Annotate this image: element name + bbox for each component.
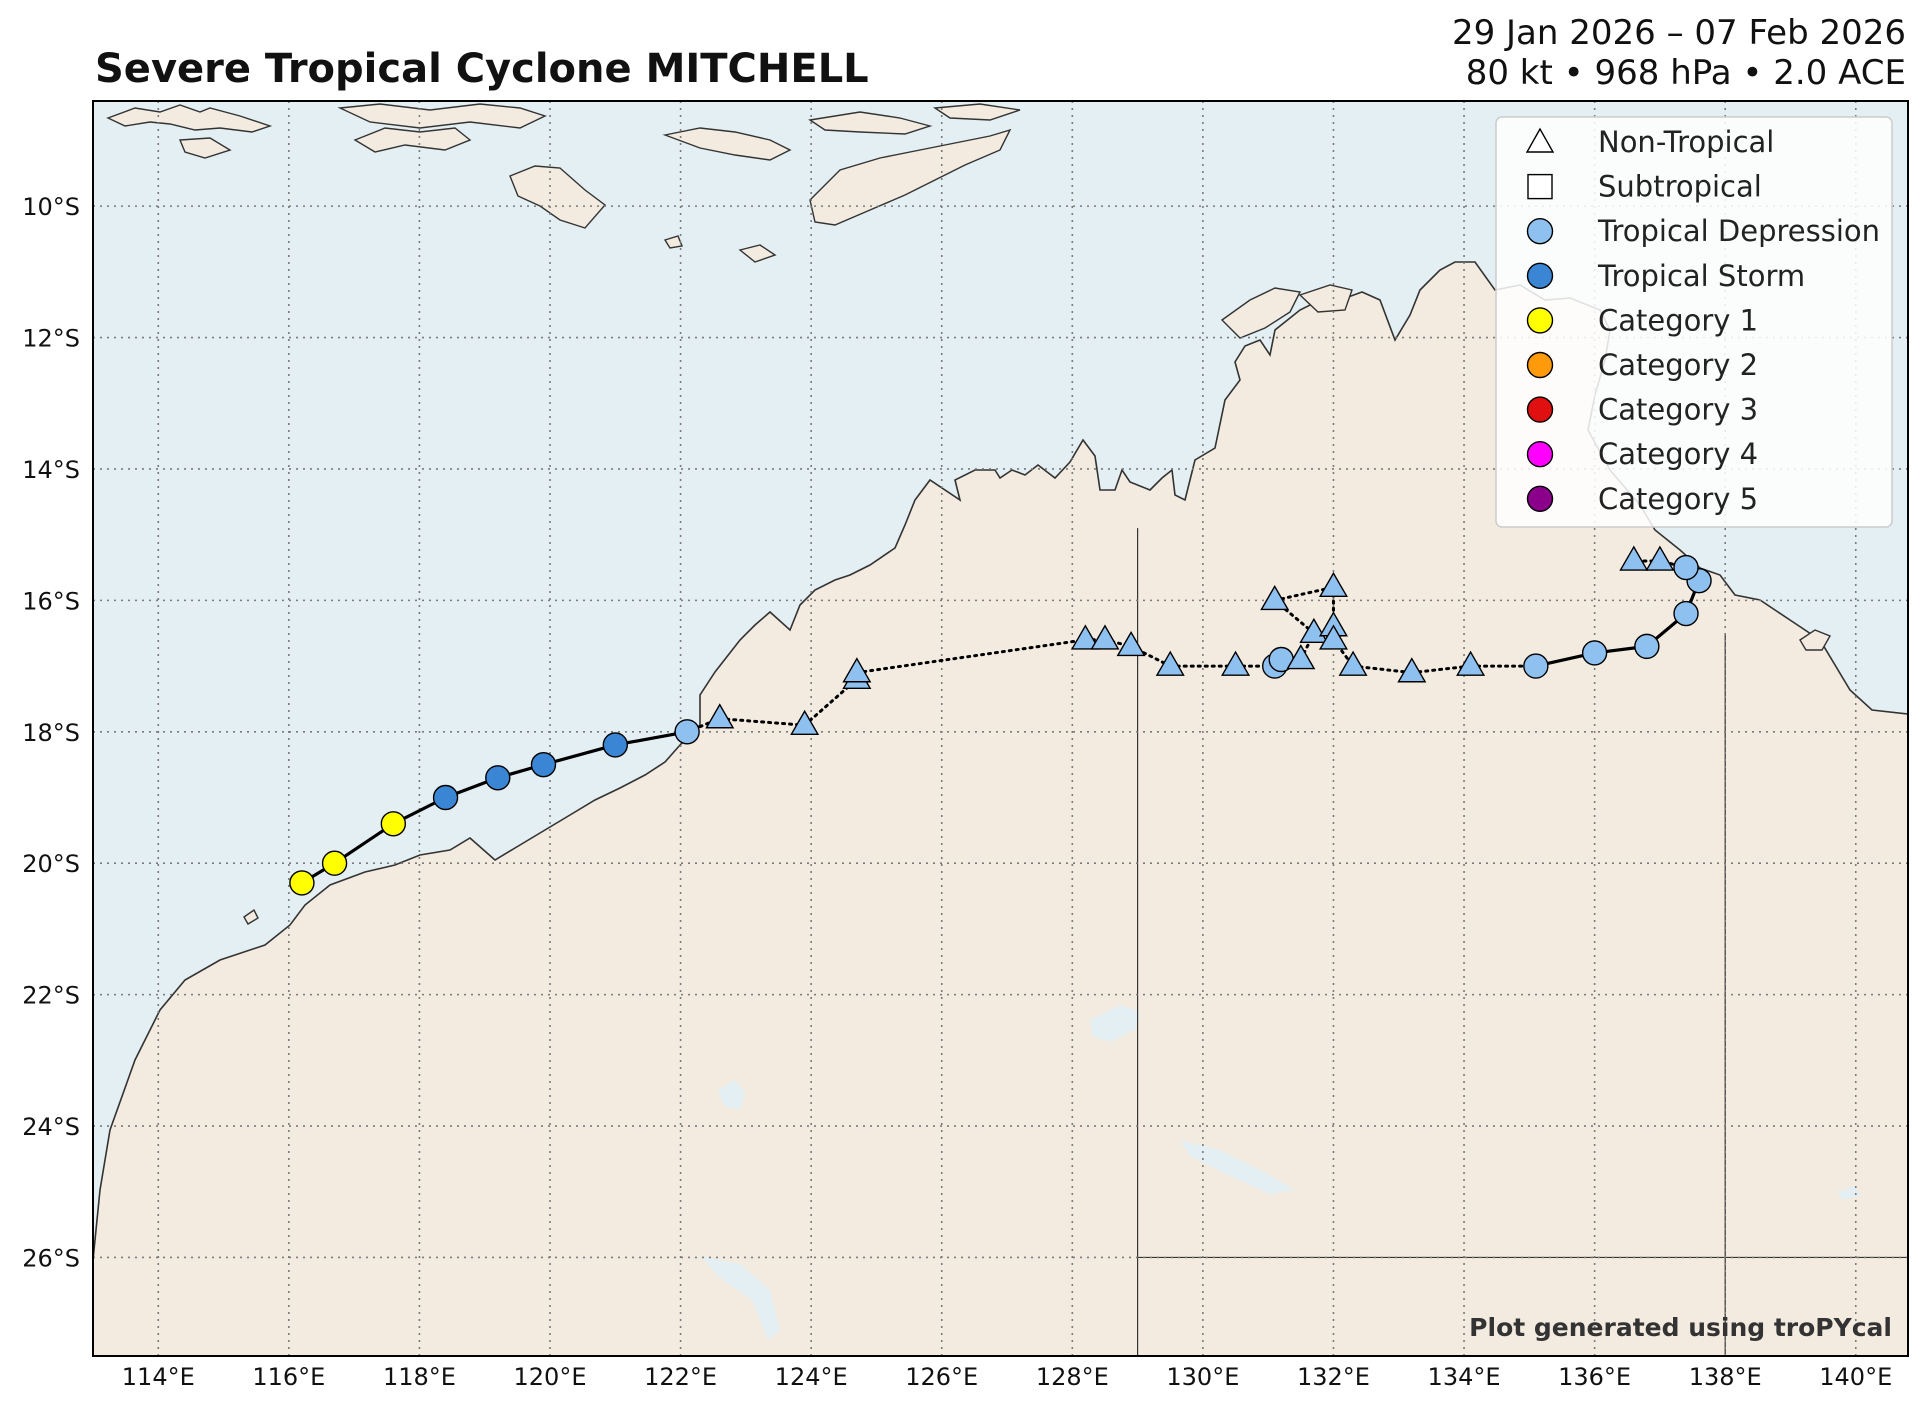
track-point-tropical-depression — [1523, 653, 1549, 679]
date-range: 29 Jan 2026 – 07 Feb 2026 — [1452, 13, 1906, 53]
track-point-non-tropical — [1645, 545, 1675, 571]
legend-label: Category 1 — [1598, 303, 1758, 337]
track-point-tropical-storm — [530, 751, 557, 778]
track-segment — [855, 638, 1087, 675]
legend-label: Tropical Storm — [1597, 259, 1805, 293]
lat-tick-label: 16°S — [22, 587, 80, 615]
lon-tick-label: 126°E — [905, 1363, 978, 1391]
lon-tick-label: 114°E — [122, 1363, 195, 1391]
track-point-non-tropical — [790, 709, 820, 736]
legend-item: Category 5 — [1526, 482, 1758, 516]
storm-stats: 80 kt • 968 hPa • 2.0 ACE — [1466, 53, 1906, 93]
track-point-tropical-storm — [432, 784, 459, 811]
track-point-non-tropical — [1116, 630, 1146, 657]
track-point-tropical-depression — [674, 719, 700, 745]
track-point-non-tropical — [1397, 657, 1427, 683]
lon-tick-label: 128°E — [1036, 1363, 1109, 1391]
circle-marker-icon — [1526, 485, 1554, 512]
legend-box — [1495, 116, 1893, 528]
inland-lakes — [700, 1005, 1860, 1340]
legend-item: Tropical Storm — [1526, 259, 1805, 293]
track-point-non-tropical — [1338, 650, 1368, 676]
track-point-tropical-storm — [602, 732, 629, 758]
legend-label: Category 4 — [1598, 437, 1758, 471]
track-point-non-tropical — [1299, 617, 1329, 644]
track-point-non-tropical — [705, 703, 735, 729]
legend-item: Non-Tropical — [1525, 125, 1774, 159]
lon-tick-label: 116°E — [252, 1363, 325, 1391]
longitude-ticks: 114°E 116°E 118°E 120°E 122°E 124°E 126°E 128°E… — [122, 1363, 1892, 1391]
legend: Non-Tropical Subtropical Tropical Depressi… — [1495, 116, 1893, 528]
lon-tick-label: 132°E — [1297, 1363, 1370, 1391]
track-point-non-tropical — [1155, 650, 1185, 676]
lon-tick-label: 134°E — [1428, 1363, 1501, 1391]
lat-tick-label: 10°S — [22, 193, 80, 221]
lon-tick-label: 124°E — [775, 1363, 848, 1391]
legend-item: Subtropical — [1527, 170, 1762, 204]
track-point-non-tropical — [1286, 644, 1316, 670]
track-point-tropical-depression — [1634, 633, 1660, 660]
lat-tick-label: 12°S — [22, 325, 80, 353]
track-point-non-tropical — [1260, 584, 1290, 611]
circle-marker-icon — [1526, 351, 1554, 379]
track-point-category-1 — [380, 811, 407, 837]
square-marker-icon — [1527, 173, 1553, 200]
legend-label: Category 3 — [1598, 393, 1758, 427]
track-point-non-tropical — [1221, 650, 1251, 676]
track-point-category-1 — [321, 850, 348, 876]
track-segment — [1351, 664, 1414, 675]
track-point-tropical-depression — [1673, 554, 1699, 581]
track-point-non-tropical — [1318, 624, 1348, 650]
lon-tick-label: 140°E — [1819, 1363, 1892, 1391]
circle-marker-icon — [1526, 262, 1554, 289]
lat-tick-label: 14°S — [22, 456, 80, 484]
track-point-non-tropical — [1070, 624, 1100, 650]
map-title: Severe Tropical Cyclone MITCHELL — [95, 46, 869, 92]
legend-label: Category 5 — [1598, 482, 1758, 516]
lat-tick-label: 26°S — [22, 1244, 80, 1272]
storm-track — [289, 545, 1712, 896]
track-point-category-1 — [289, 870, 315, 896]
lon-tick-label: 122°E — [644, 1363, 717, 1391]
triangle-marker-icon — [1525, 127, 1555, 153]
lat-tick-label: 24°S — [22, 1113, 80, 1141]
legend-item: Category 1 — [1526, 303, 1758, 337]
track-point-non-tropical — [1619, 545, 1649, 571]
track-point-tropical-depression — [1673, 600, 1699, 627]
track-segment — [1410, 664, 1473, 675]
legend-label: Category 2 — [1598, 348, 1758, 382]
lon-tick-label: 120°E — [514, 1363, 587, 1391]
circle-marker-icon — [1526, 441, 1554, 468]
lon-tick-label: 136°E — [1558, 1363, 1631, 1391]
lon-tick-label: 138°E — [1689, 1363, 1762, 1391]
circle-marker-icon — [1526, 307, 1554, 334]
islands — [106, 103, 1832, 925]
legend-label: Tropical Depression — [1597, 214, 1880, 248]
latitude-ticks: 10°S 12°S 14°S 16°S 18°S 20°S 22°S 24°S 26°S — [22, 193, 80, 1272]
lat-tick-label: 22°S — [22, 982, 80, 1010]
track-point-non-tropical — [1090, 624, 1120, 650]
track-point-tropical-storm — [485, 765, 511, 791]
track-point-non-tropical — [1456, 650, 1486, 676]
legend-label: Non-Tropical — [1598, 125, 1774, 159]
track-point-non-tropical — [842, 657, 872, 683]
track-segment — [718, 717, 807, 727]
track-point-tropical-depression — [1581, 640, 1608, 666]
legend-label: Subtropical — [1598, 170, 1762, 204]
lon-tick-label: 118°E — [383, 1363, 456, 1391]
legend-item: Category 3 — [1526, 393, 1758, 427]
credit-text: Plot generated using troPYcal — [1469, 1313, 1892, 1342]
map-frame — [92, 100, 1909, 1357]
legend-item: Category 2 — [1526, 348, 1758, 382]
lon-tick-label: 130°E — [1166, 1363, 1239, 1391]
legend-item: Category 4 — [1526, 437, 1758, 471]
circle-marker-icon — [1526, 217, 1554, 245]
legend-item: Tropical Depression — [1526, 214, 1880, 248]
lat-tick-label: 20°S — [22, 850, 80, 878]
lat-tick-label: 18°S — [22, 719, 80, 747]
track-point-non-tropical — [1318, 571, 1348, 598]
circle-marker-icon — [1526, 396, 1554, 423]
